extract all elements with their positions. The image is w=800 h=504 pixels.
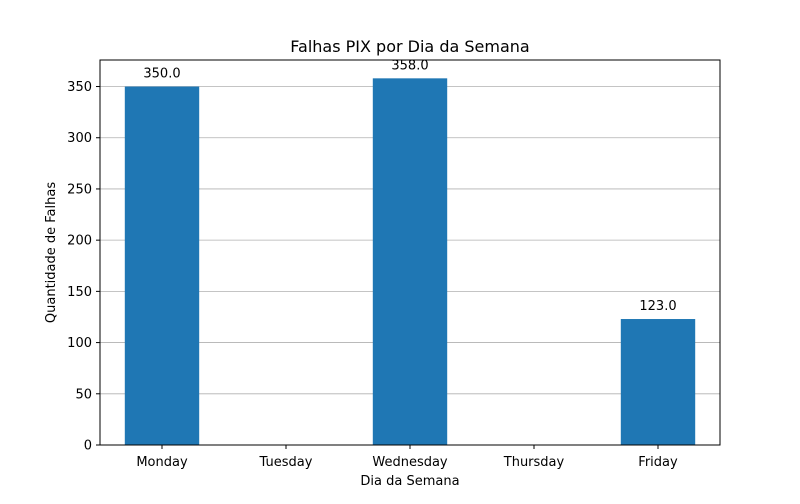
x-axis-label: Dia da Semana: [360, 474, 459, 489]
y-tick-label: 250: [67, 182, 92, 197]
x-tick-label: Monday: [136, 455, 188, 470]
bar-monday: [124, 86, 200, 445]
y-tick-label: 150: [67, 285, 92, 300]
y-tick-label: 0: [84, 439, 92, 454]
x-tick-label: Thursday: [503, 455, 565, 470]
y-tick-label: 50: [75, 387, 92, 402]
x-tick-label: Tuesday: [259, 455, 313, 470]
bar-value-labels: 350.0 358.0 123.0: [143, 58, 676, 314]
y-axis-ticks: 0 50 100 150 200 250 300 350: [67, 80, 100, 454]
y-tick-label: 200: [67, 234, 92, 249]
bar-value-label: 350.0: [143, 67, 180, 82]
bar-value-label: 123.0: [639, 299, 676, 314]
y-axis-label: Quantidade de Falhas: [44, 182, 59, 323]
y-tick-label: 350: [67, 80, 92, 95]
x-tick-label: Wednesday: [372, 455, 448, 470]
chart-title: Falhas PIX por Dia da Semana: [290, 37, 529, 56]
bar-value-label: 358.0: [391, 58, 428, 73]
bars: [124, 78, 696, 445]
y-tick-label: 100: [67, 336, 92, 351]
x-tick-label: Friday: [638, 455, 678, 470]
x-axis-ticks: Monday Tuesday Wednesday Thursday Friday: [136, 445, 678, 470]
bar-friday: [620, 319, 696, 445]
y-tick-label: 300: [67, 131, 92, 146]
bar-wednesday: [372, 78, 448, 445]
